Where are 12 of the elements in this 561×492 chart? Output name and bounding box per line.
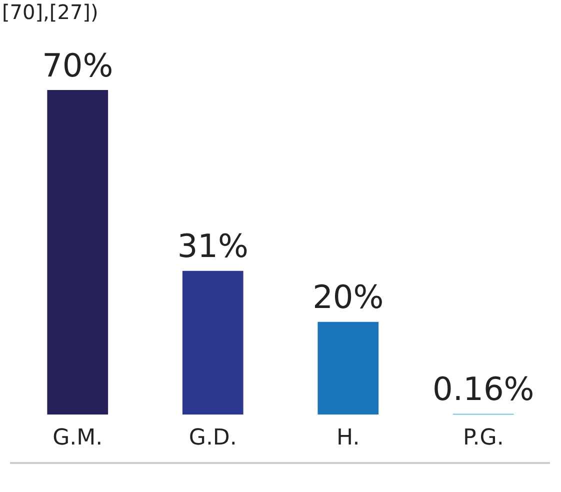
x-tick-label: G.M. xyxy=(52,426,103,451)
x-tick-label: H. xyxy=(336,426,360,451)
data-label: 70% xyxy=(42,46,114,84)
bar xyxy=(182,270,244,415)
data-label: 0.16% xyxy=(432,370,534,408)
x-tick-label: P.G. xyxy=(462,426,504,451)
bar xyxy=(47,90,108,415)
bar xyxy=(318,322,379,415)
data-label: 20% xyxy=(312,278,384,316)
data-label: 31% xyxy=(177,227,248,266)
text: [70],[27]) xyxy=(2,0,98,24)
x-tick-label: G.D. xyxy=(188,426,237,451)
